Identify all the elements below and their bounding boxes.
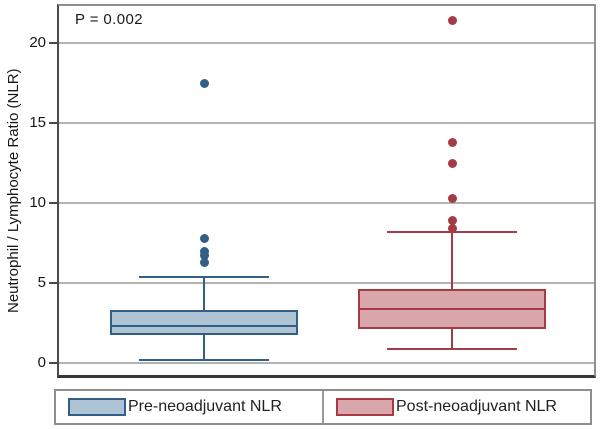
gridline bbox=[59, 122, 594, 124]
plot-canvas: P = 0.002 bbox=[59, 6, 594, 375]
whisker-lower-pre bbox=[203, 335, 205, 360]
y-tick-label: 5 bbox=[37, 274, 46, 291]
legend-swatch-pre-neoadjuvant bbox=[68, 398, 126, 416]
whisker-lower-post bbox=[451, 329, 453, 349]
gridline bbox=[59, 202, 594, 204]
whisker-upper-pre bbox=[203, 276, 205, 311]
legend-item-post-neoadjuvant: Post-neoadjuvant NLR bbox=[322, 391, 590, 423]
legend-item-pre-neoadjuvant: Pre-neoadjuvant NLR bbox=[56, 391, 322, 423]
legend-swatch-post-neoadjuvant bbox=[336, 398, 394, 416]
plot-area: P = 0.002 bbox=[57, 4, 596, 378]
y-tick-label: 10 bbox=[29, 194, 46, 211]
whisker-cap-upper-pre bbox=[139, 275, 269, 278]
p-value-annotation: P = 0.002 bbox=[75, 11, 143, 28]
outlier-dot-post bbox=[447, 216, 457, 226]
legend-label-pre-neoadjuvant: Pre-neoadjuvant NLR bbox=[128, 398, 282, 415]
y-tick-mark bbox=[49, 202, 57, 204]
legend: Pre-neoadjuvant NLR Post-neoadjuvant NLR bbox=[54, 389, 592, 425]
y-tick-mark bbox=[49, 42, 57, 44]
y-tick-label: 0 bbox=[37, 354, 46, 371]
gridline bbox=[59, 362, 594, 364]
median-line-pre bbox=[110, 325, 298, 328]
gridline bbox=[59, 282, 594, 284]
outlier-dot-pre bbox=[199, 233, 209, 243]
outlier-dot-post bbox=[447, 16, 457, 26]
y-tick-mark bbox=[49, 122, 57, 124]
outlier-dot-post bbox=[447, 137, 457, 147]
whisker-upper-post bbox=[451, 231, 453, 290]
box-pre bbox=[110, 310, 298, 335]
outlier-dot-post bbox=[447, 224, 457, 234]
outlier-dot-post bbox=[447, 193, 457, 203]
outlier-dot-pre bbox=[199, 257, 209, 267]
outlier-dot-pre bbox=[199, 78, 209, 88]
y-axis-title: Neutrophil / Lymphocyte Ratio (NLR) bbox=[5, 68, 22, 314]
gridline bbox=[59, 42, 594, 44]
y-tick-label: 15 bbox=[29, 114, 46, 131]
outlier-dot-post bbox=[447, 158, 457, 168]
outlier-dot-pre bbox=[199, 246, 209, 256]
y-tick-label: 20 bbox=[29, 34, 46, 51]
outlier-dot-pre bbox=[199, 251, 209, 261]
y-tick-mark bbox=[49, 362, 57, 364]
whisker-cap-lower-pre bbox=[139, 358, 269, 361]
whisker-cap-lower-post bbox=[387, 347, 517, 350]
median-line-post bbox=[358, 307, 546, 310]
legend-label-post-neoadjuvant: Post-neoadjuvant NLR bbox=[396, 398, 557, 415]
y-tick-mark bbox=[49, 282, 57, 284]
